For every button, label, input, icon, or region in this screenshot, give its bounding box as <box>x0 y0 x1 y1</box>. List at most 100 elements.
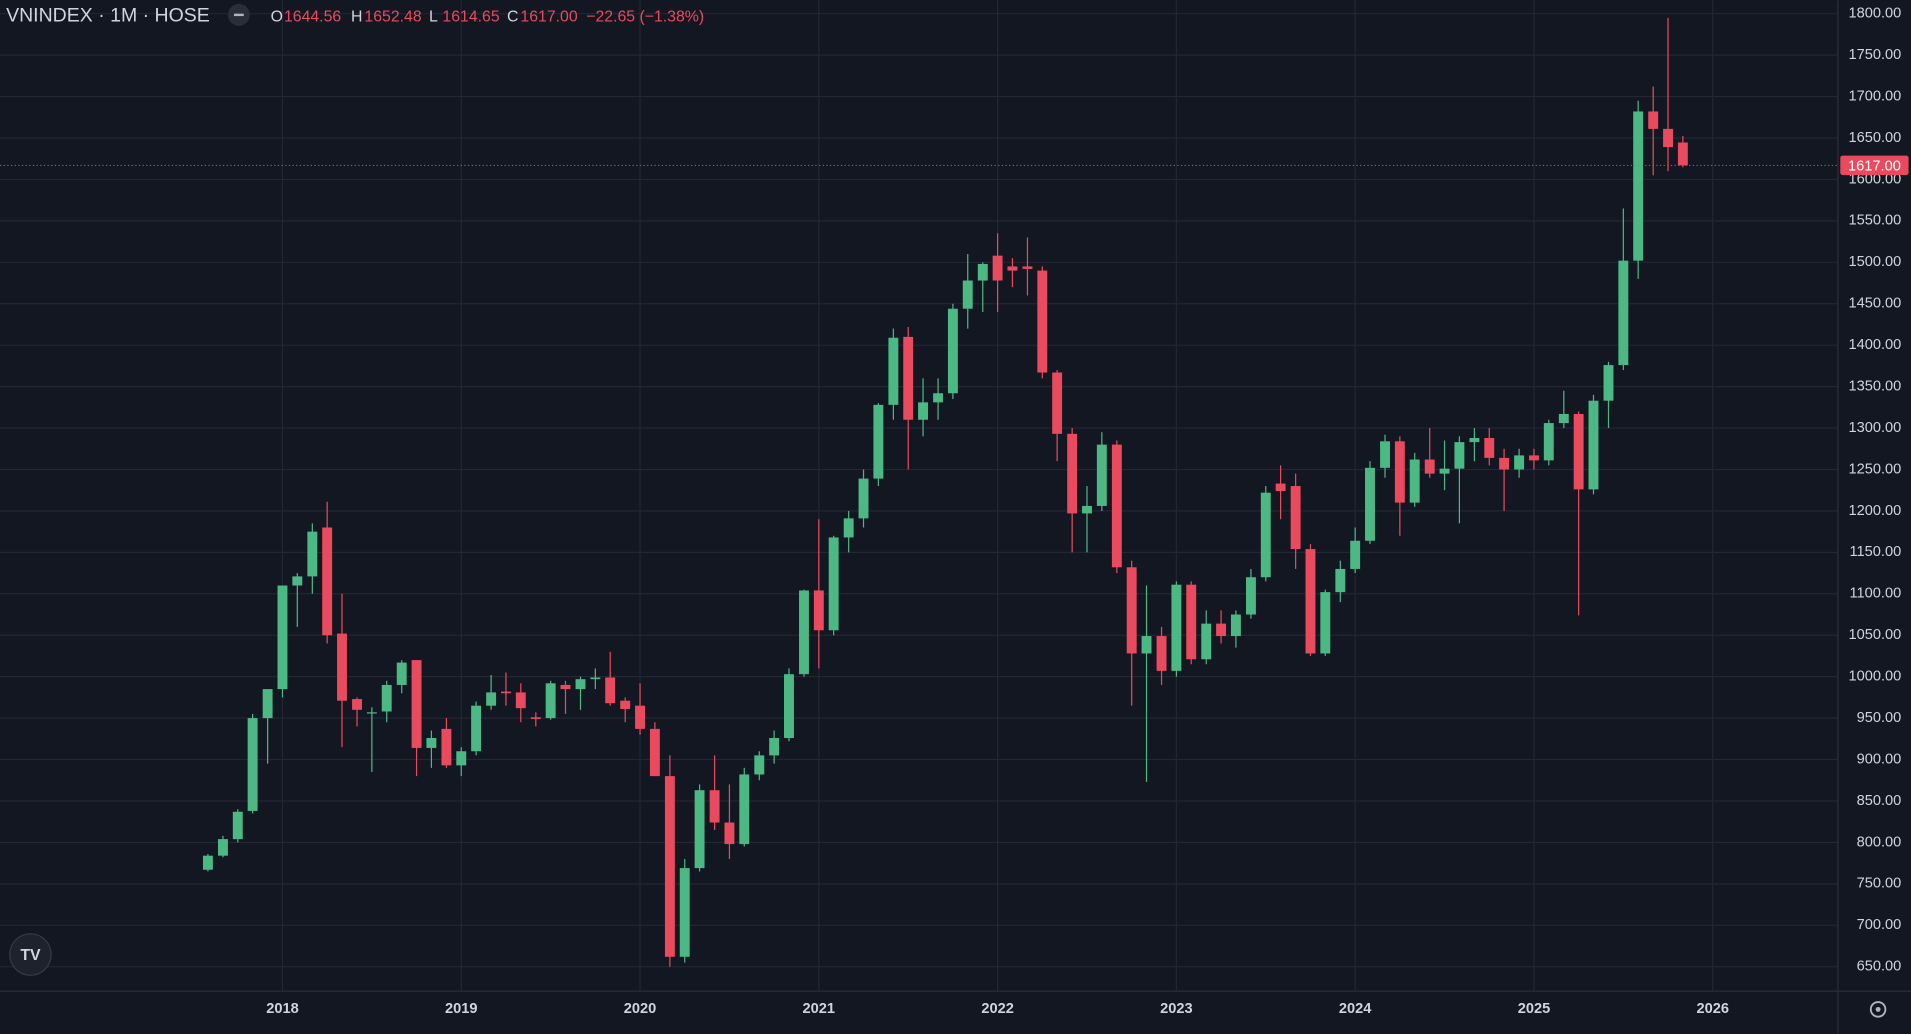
candle-body <box>903 336 914 420</box>
y-tick-label: 1800.00 <box>1848 6 1901 22</box>
legend-key: O <box>271 9 283 26</box>
candle-body <box>962 280 973 309</box>
y-tick-label: 1000.00 <box>1848 669 1901 685</box>
candle-body <box>977 263 988 281</box>
y-tick-label: 700.00 <box>1857 917 1902 933</box>
y-tick-label: 1150.00 <box>1850 544 1902 560</box>
legend-key: H <box>351 9 362 26</box>
y-tick-label: 900.00 <box>1857 751 1902 767</box>
candle-body <box>918 402 929 420</box>
last-price-tag <box>1840 155 1909 176</box>
x-tick-label: 2023 <box>1160 1001 1193 1017</box>
candle-body <box>873 404 884 479</box>
y-tick-label: 1050.00 <box>1848 627 1901 643</box>
x-tick-label: 2024 <box>1339 1001 1372 1017</box>
candle-body <box>724 822 735 845</box>
y-tick-label: 1700.00 <box>1848 88 1901 104</box>
candle-body <box>1588 400 1599 490</box>
candle-body <box>1633 111 1644 261</box>
candle-body <box>1350 540 1361 569</box>
y-tick-label: 1100.00 <box>1850 586 1902 602</box>
candle-body <box>1082 505 1092 514</box>
ohlc-legend: O 1644.56 H 1652.48 L 1614.65 C 1617.00 −22.65 (… <box>271 9 705 26</box>
candle-body <box>545 683 556 719</box>
x-tick-label: 2022 <box>981 1001 1014 1017</box>
candle-body <box>322 527 333 636</box>
candle-body <box>486 692 497 706</box>
candle-body <box>1201 623 1212 660</box>
candle-body <box>709 790 720 823</box>
candle-body <box>1141 636 1152 654</box>
candle-body <box>307 531 318 577</box>
candle-body <box>381 684 392 712</box>
candle-body <box>1245 577 1256 615</box>
candle-body <box>1186 584 1197 660</box>
legend-key: C <box>507 9 518 26</box>
candle-body <box>1469 437 1480 443</box>
y-tick-label: 800.00 <box>1857 834 1902 850</box>
candle-body <box>1067 433 1078 514</box>
y-tick-label: 650.00 <box>1857 959 1902 975</box>
y-tick-label: 1350.00 <box>1848 378 1901 394</box>
legend-change: −22.65 (−1.38%) <box>586 9 704 26</box>
candle-body <box>1305 549 1316 654</box>
candle-body <box>1320 592 1331 654</box>
candle-body <box>515 692 526 709</box>
candle-body <box>858 478 869 519</box>
y-tick-label: 1300.00 <box>1848 420 1901 436</box>
candle-body <box>560 684 571 690</box>
y-tick-label: 950.00 <box>1857 710 1902 726</box>
y-tick-label: 1200.00 <box>1848 503 1901 519</box>
y-tick-label: 1650.00 <box>1848 130 1901 146</box>
candle-body <box>635 705 645 729</box>
candle-body <box>947 308 958 394</box>
candle-body <box>1409 459 1420 503</box>
y-tick-label: 1600.00 <box>1848 171 1901 187</box>
x-tick-label: 2026 <box>1696 1001 1729 1017</box>
candle-body <box>247 718 258 811</box>
candle-body <box>575 679 586 690</box>
candle-body <box>649 728 660 777</box>
legend-value: 1614.65 <box>442 9 499 26</box>
candle-body <box>1230 614 1241 637</box>
y-tick-label: 750.00 <box>1857 876 1902 892</box>
candle-body <box>292 576 303 586</box>
candle-body <box>679 868 690 957</box>
candle-body <box>456 751 467 766</box>
candle-body <box>471 705 482 752</box>
candle-body <box>1573 413 1584 490</box>
candle-body <box>1156 636 1167 671</box>
candle-body <box>530 717 541 719</box>
candle-body <box>1290 486 1301 550</box>
candle-body <box>217 839 228 856</box>
legend-value: 1652.48 <box>364 9 421 26</box>
candle-body <box>1096 444 1107 506</box>
candle-body <box>1484 437 1495 458</box>
x-tick-label: 2018 <box>266 1001 299 1017</box>
candle-body <box>933 393 944 403</box>
candle-body <box>1648 111 1659 129</box>
y-tick-label: 1400.00 <box>1848 337 1901 353</box>
candle-body <box>813 590 824 631</box>
candle-body <box>1454 442 1465 469</box>
settings-button[interactable] <box>1869 1001 1887 1018</box>
candle-body <box>1663 128 1673 148</box>
candle-body <box>620 700 631 709</box>
candle-body <box>411 660 422 748</box>
candle-body <box>739 774 750 845</box>
candle-body <box>1216 623 1227 637</box>
candle-body <box>426 737 437 748</box>
candle-body <box>1380 441 1390 468</box>
last-price-label: 1617.00 <box>1848 158 1901 174</box>
collapse-button[interactable] <box>227 3 250 26</box>
candle-body <box>337 633 347 701</box>
candle-body <box>1514 455 1525 470</box>
y-tick-label: 1450.00 <box>1848 296 1901 312</box>
legend-key: L <box>429 9 438 26</box>
candle-body <box>769 737 780 756</box>
candle-body <box>754 755 765 775</box>
candle-body <box>799 590 809 675</box>
logo[interactable]: TV <box>9 933 52 976</box>
